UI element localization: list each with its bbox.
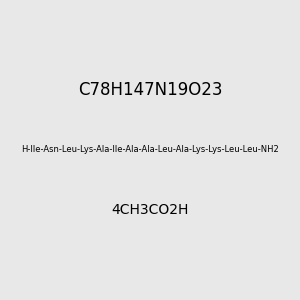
Text: H-Ile-Asn-Leu-Lys-Ala-Ile-Ala-Ala-Leu-Ala-Lys-Lys-Leu-Leu-NH2: H-Ile-Asn-Leu-Lys-Ala-Ile-Ala-Ala-Leu-Al… — [21, 146, 279, 154]
Text: 4CH3CO2H: 4CH3CO2H — [111, 203, 189, 217]
Text: C78H147N19O23: C78H147N19O23 — [78, 81, 222, 99]
